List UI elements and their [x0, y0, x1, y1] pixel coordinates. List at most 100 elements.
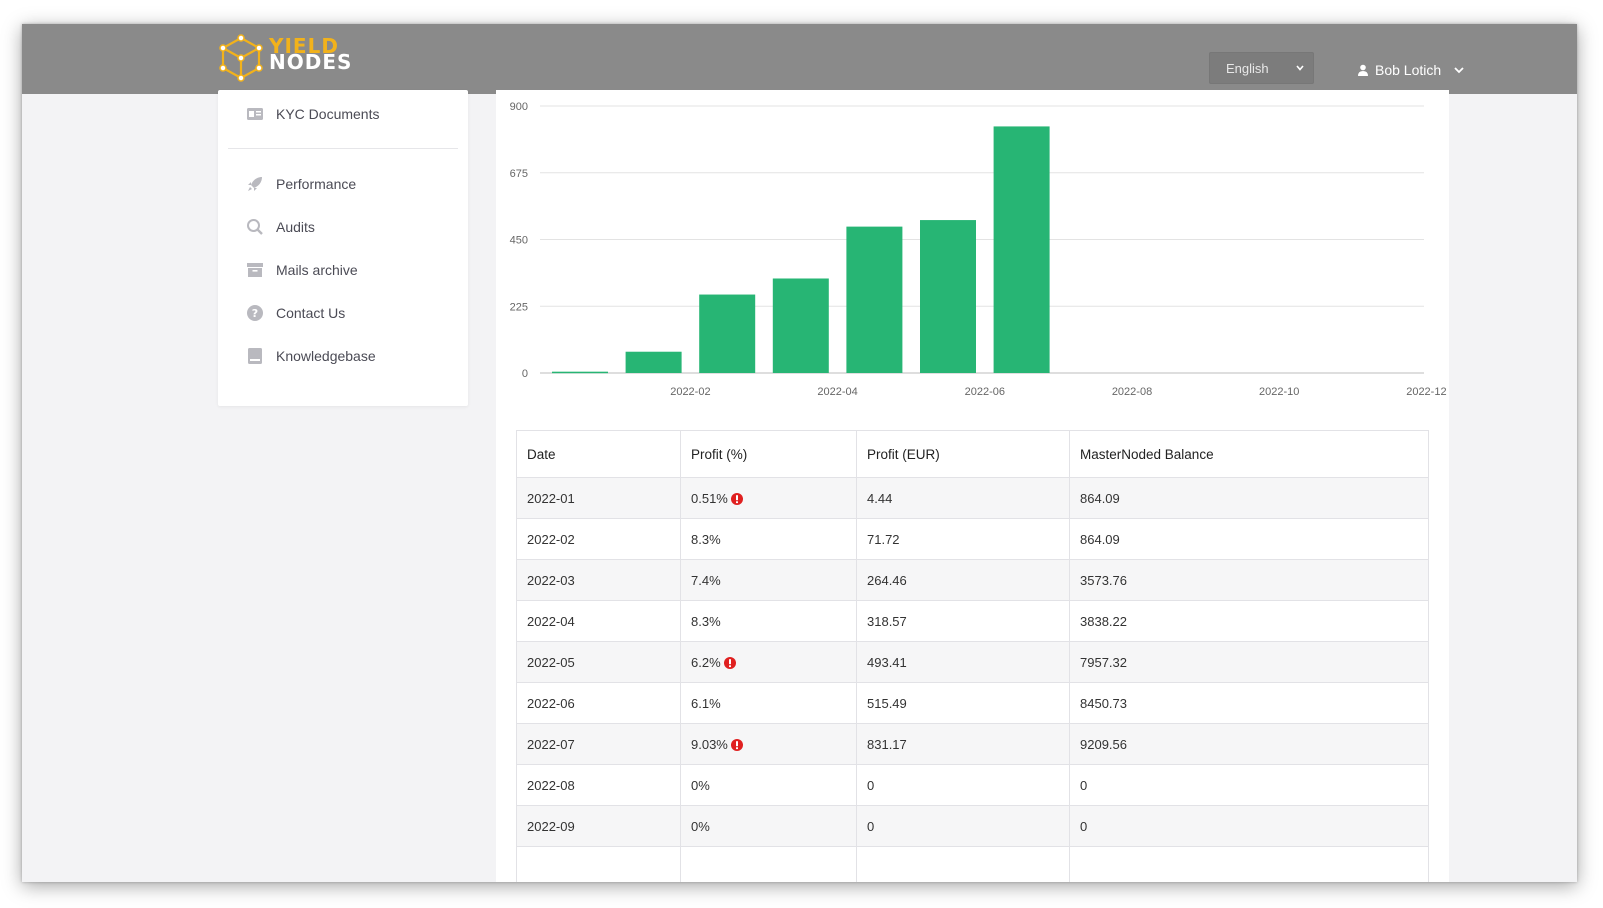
- header-date[interactable]: Date: [516, 430, 681, 478]
- language-select-value: English: [1226, 61, 1269, 76]
- cell-profit-pct-text: 8.3%: [691, 531, 721, 547]
- bar-2022-06[interactable]: [920, 220, 976, 373]
- cell-profit-pct-text: 0%: [691, 818, 710, 834]
- sidebar-item-kyc-documents[interactable]: KYC Documents: [246, 102, 379, 126]
- cell-balance: 8450.73: [1069, 682, 1429, 724]
- cell-profit-eur: 264.46: [856, 559, 1070, 601]
- sidebar-item-knowledgebase[interactable]: Knowledgebase: [246, 344, 376, 368]
- cell-profit-eur-text: 831.17: [867, 736, 907, 752]
- cell-balance: 864.09: [1069, 477, 1429, 519]
- cell-profit-pct: 0%: [680, 805, 857, 847]
- sidebar-item-audits[interactable]: Audits: [246, 215, 315, 239]
- cell-profit-eur-text: 515.49: [867, 695, 907, 711]
- brand-wordmark: YIELD NODES: [269, 36, 353, 74]
- cell-profit-pct: 0%: [680, 764, 857, 806]
- cell-profit-pct: [680, 846, 857, 882]
- bar-2022-02[interactable]: [625, 351, 682, 373]
- warning-icon[interactable]: [730, 492, 743, 505]
- cell-profit-eur-text: 0: [867, 777, 875, 793]
- question-icon: ?: [247, 305, 263, 321]
- cell-date-text: 2022-04: [527, 613, 575, 629]
- cell-balance-text: 7957.32: [1080, 654, 1127, 670]
- cell-date-text: 2022-07: [527, 736, 575, 752]
- cell-profit-eur: 831.17: [856, 723, 1070, 765]
- sidebar-item-label: Knowledgebase: [276, 348, 376, 364]
- cell-balance-text: 864.09: [1080, 490, 1120, 506]
- table-row: 2022-05 6.2% 493.41 7957.32: [516, 641, 1429, 683]
- language-select[interactable]: English: [1209, 52, 1314, 84]
- sidebar-item-label: KYC Documents: [276, 106, 380, 122]
- y-tick-label: 450: [510, 235, 528, 247]
- cell-balance-text: 9209.56: [1080, 736, 1127, 752]
- warning-icon[interactable]: [723, 656, 736, 669]
- y-tick-label: 225: [510, 301, 528, 313]
- header-profit-pct[interactable]: Profit (%): [680, 430, 857, 478]
- bar-2022-01[interactable]: [552, 371, 608, 374]
- cell-date-text: 2022-03: [527, 572, 575, 588]
- x-tick-label: 2022-06: [965, 386, 1005, 398]
- sidebar-item-label: Mails archive: [276, 262, 358, 278]
- cell-profit-eur-text: 0: [867, 818, 875, 834]
- header-balance[interactable]: MasterNoded Balance: [1069, 430, 1429, 478]
- sidebar-item-performance[interactable]: Performance: [246, 172, 356, 196]
- cell-profit-pct: 6.2%: [680, 641, 857, 683]
- cell-balance: [1069, 846, 1429, 882]
- top-navbar: YIELD NODES English Bob Lotich: [22, 24, 1577, 94]
- sidebar-item-label: Audits: [276, 219, 315, 235]
- cell-date: 2022-06: [516, 682, 681, 724]
- bar-2022-04[interactable]: [772, 278, 829, 373]
- brand-word-2: NODES: [269, 50, 353, 74]
- yield-nodes-logo-icon[interactable]: [217, 32, 357, 88]
- y-tick-label: 900: [510, 101, 528, 113]
- chevron-down-icon: [1454, 67, 1464, 74]
- cell-date: 2022-08: [516, 764, 681, 806]
- cell-profit-eur: [856, 846, 1070, 882]
- cell-profit-eur: 0: [856, 805, 1070, 847]
- cell-balance: 3573.76: [1069, 559, 1429, 601]
- table-row: 2022-01 0.51% 4.44 864.09: [516, 477, 1429, 519]
- cell-profit-eur: 493.41: [856, 641, 1070, 683]
- cell-profit-eur-text: 4.44: [867, 490, 893, 506]
- cell-profit-eur: 318.57: [856, 600, 1070, 642]
- cell-balance-text: 864.09: [1080, 531, 1120, 547]
- cell-profit-pct: 9.03%: [680, 723, 857, 765]
- id-card-icon: [247, 108, 263, 120]
- cell-profit-eur: 515.49: [856, 682, 1070, 724]
- cell-date-text: 2022-08: [527, 777, 575, 793]
- sidebar-item-contact-us[interactable]: ? Contact Us: [246, 301, 345, 325]
- header-profit-eur[interactable]: Profit (EUR): [856, 430, 1070, 478]
- user-menu[interactable]: Bob Lotich: [1357, 58, 1465, 82]
- cell-balance-text: 3573.76: [1080, 572, 1127, 588]
- cell-profit-eur-text: 493.41: [867, 654, 907, 670]
- cell-profit-eur: 0: [856, 764, 1070, 806]
- cell-balance: 7957.32: [1069, 641, 1429, 683]
- cell-balance: 3838.22: [1069, 600, 1429, 642]
- x-tick-label: 2022-04: [817, 386, 857, 398]
- app-window: YIELD NODES English Bob Lotich: [22, 24, 1577, 882]
- sidebar-item-mails-archive[interactable]: Mails archive: [246, 258, 358, 282]
- bar-2022-03[interactable]: [699, 294, 756, 373]
- cell-balance-text: 0: [1080, 777, 1088, 793]
- performance-table: Date Profit (%) Profit (EUR) MasterNoded…: [516, 430, 1429, 882]
- cell-profit-pct-text: 0%: [691, 777, 710, 793]
- cell-profit-pct: 8.3%: [680, 518, 857, 560]
- cell-balance: 864.09: [1069, 518, 1429, 560]
- cell-profit-eur: 71.72: [856, 518, 1070, 560]
- archive-icon: [247, 263, 263, 277]
- warning-icon[interactable]: [730, 738, 743, 751]
- bar-2022-07[interactable]: [993, 126, 1050, 373]
- user-icon: [1358, 64, 1368, 76]
- x-tick-label: 2022-10: [1259, 386, 1299, 398]
- sidebar-item-label: Contact Us: [276, 305, 346, 321]
- sidebar-divider: [228, 148, 458, 149]
- table-row: [516, 846, 1429, 882]
- cell-date-text: 2022-01: [527, 490, 575, 506]
- y-tick-label: 0: [522, 368, 528, 380]
- table-row: 2022-09 0% 0 0: [516, 805, 1429, 847]
- cell-profit-pct: 0.51%: [680, 477, 857, 519]
- bar-2022-05[interactable]: [846, 226, 903, 373]
- performance-bar-chart: 0 225 450 675 900 2022-02 2022-04 2022-06 2022-0…: [510, 101, 1447, 398]
- user-name: Bob Lotich: [1375, 62, 1442, 78]
- cell-date-text: 2022-02: [527, 531, 575, 547]
- cell-date: [516, 846, 681, 882]
